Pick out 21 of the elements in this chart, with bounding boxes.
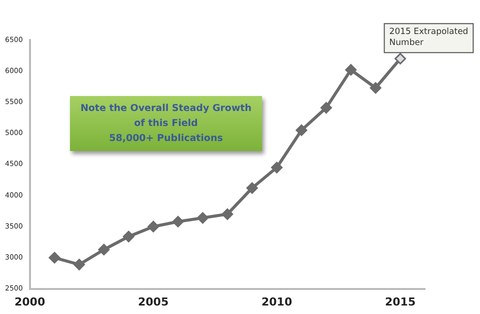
point: [394, 52, 406, 64]
point: [148, 220, 160, 232]
point: [345, 64, 357, 76]
point: [320, 102, 332, 114]
point: [172, 216, 184, 228]
point: [271, 162, 283, 174]
point: [370, 82, 382, 94]
point: [73, 258, 85, 270]
x-tick-label: 2000: [14, 295, 46, 308]
note-box: Note the Overall Steady Growth of this Field 58,000+ Publications: [70, 96, 262, 151]
point: [98, 244, 110, 256]
annotation: 2015 Extrapolated Number: [389, 27, 468, 48]
point: [222, 208, 234, 220]
x-tick-label: 2005: [138, 295, 169, 308]
point: [296, 124, 308, 136]
point: [246, 182, 258, 194]
x-tick-label: 2015: [384, 295, 416, 308]
point: [196, 212, 208, 224]
point: [48, 252, 60, 264]
point: [122, 230, 134, 242]
x-tick-label: 2010: [261, 295, 292, 308]
